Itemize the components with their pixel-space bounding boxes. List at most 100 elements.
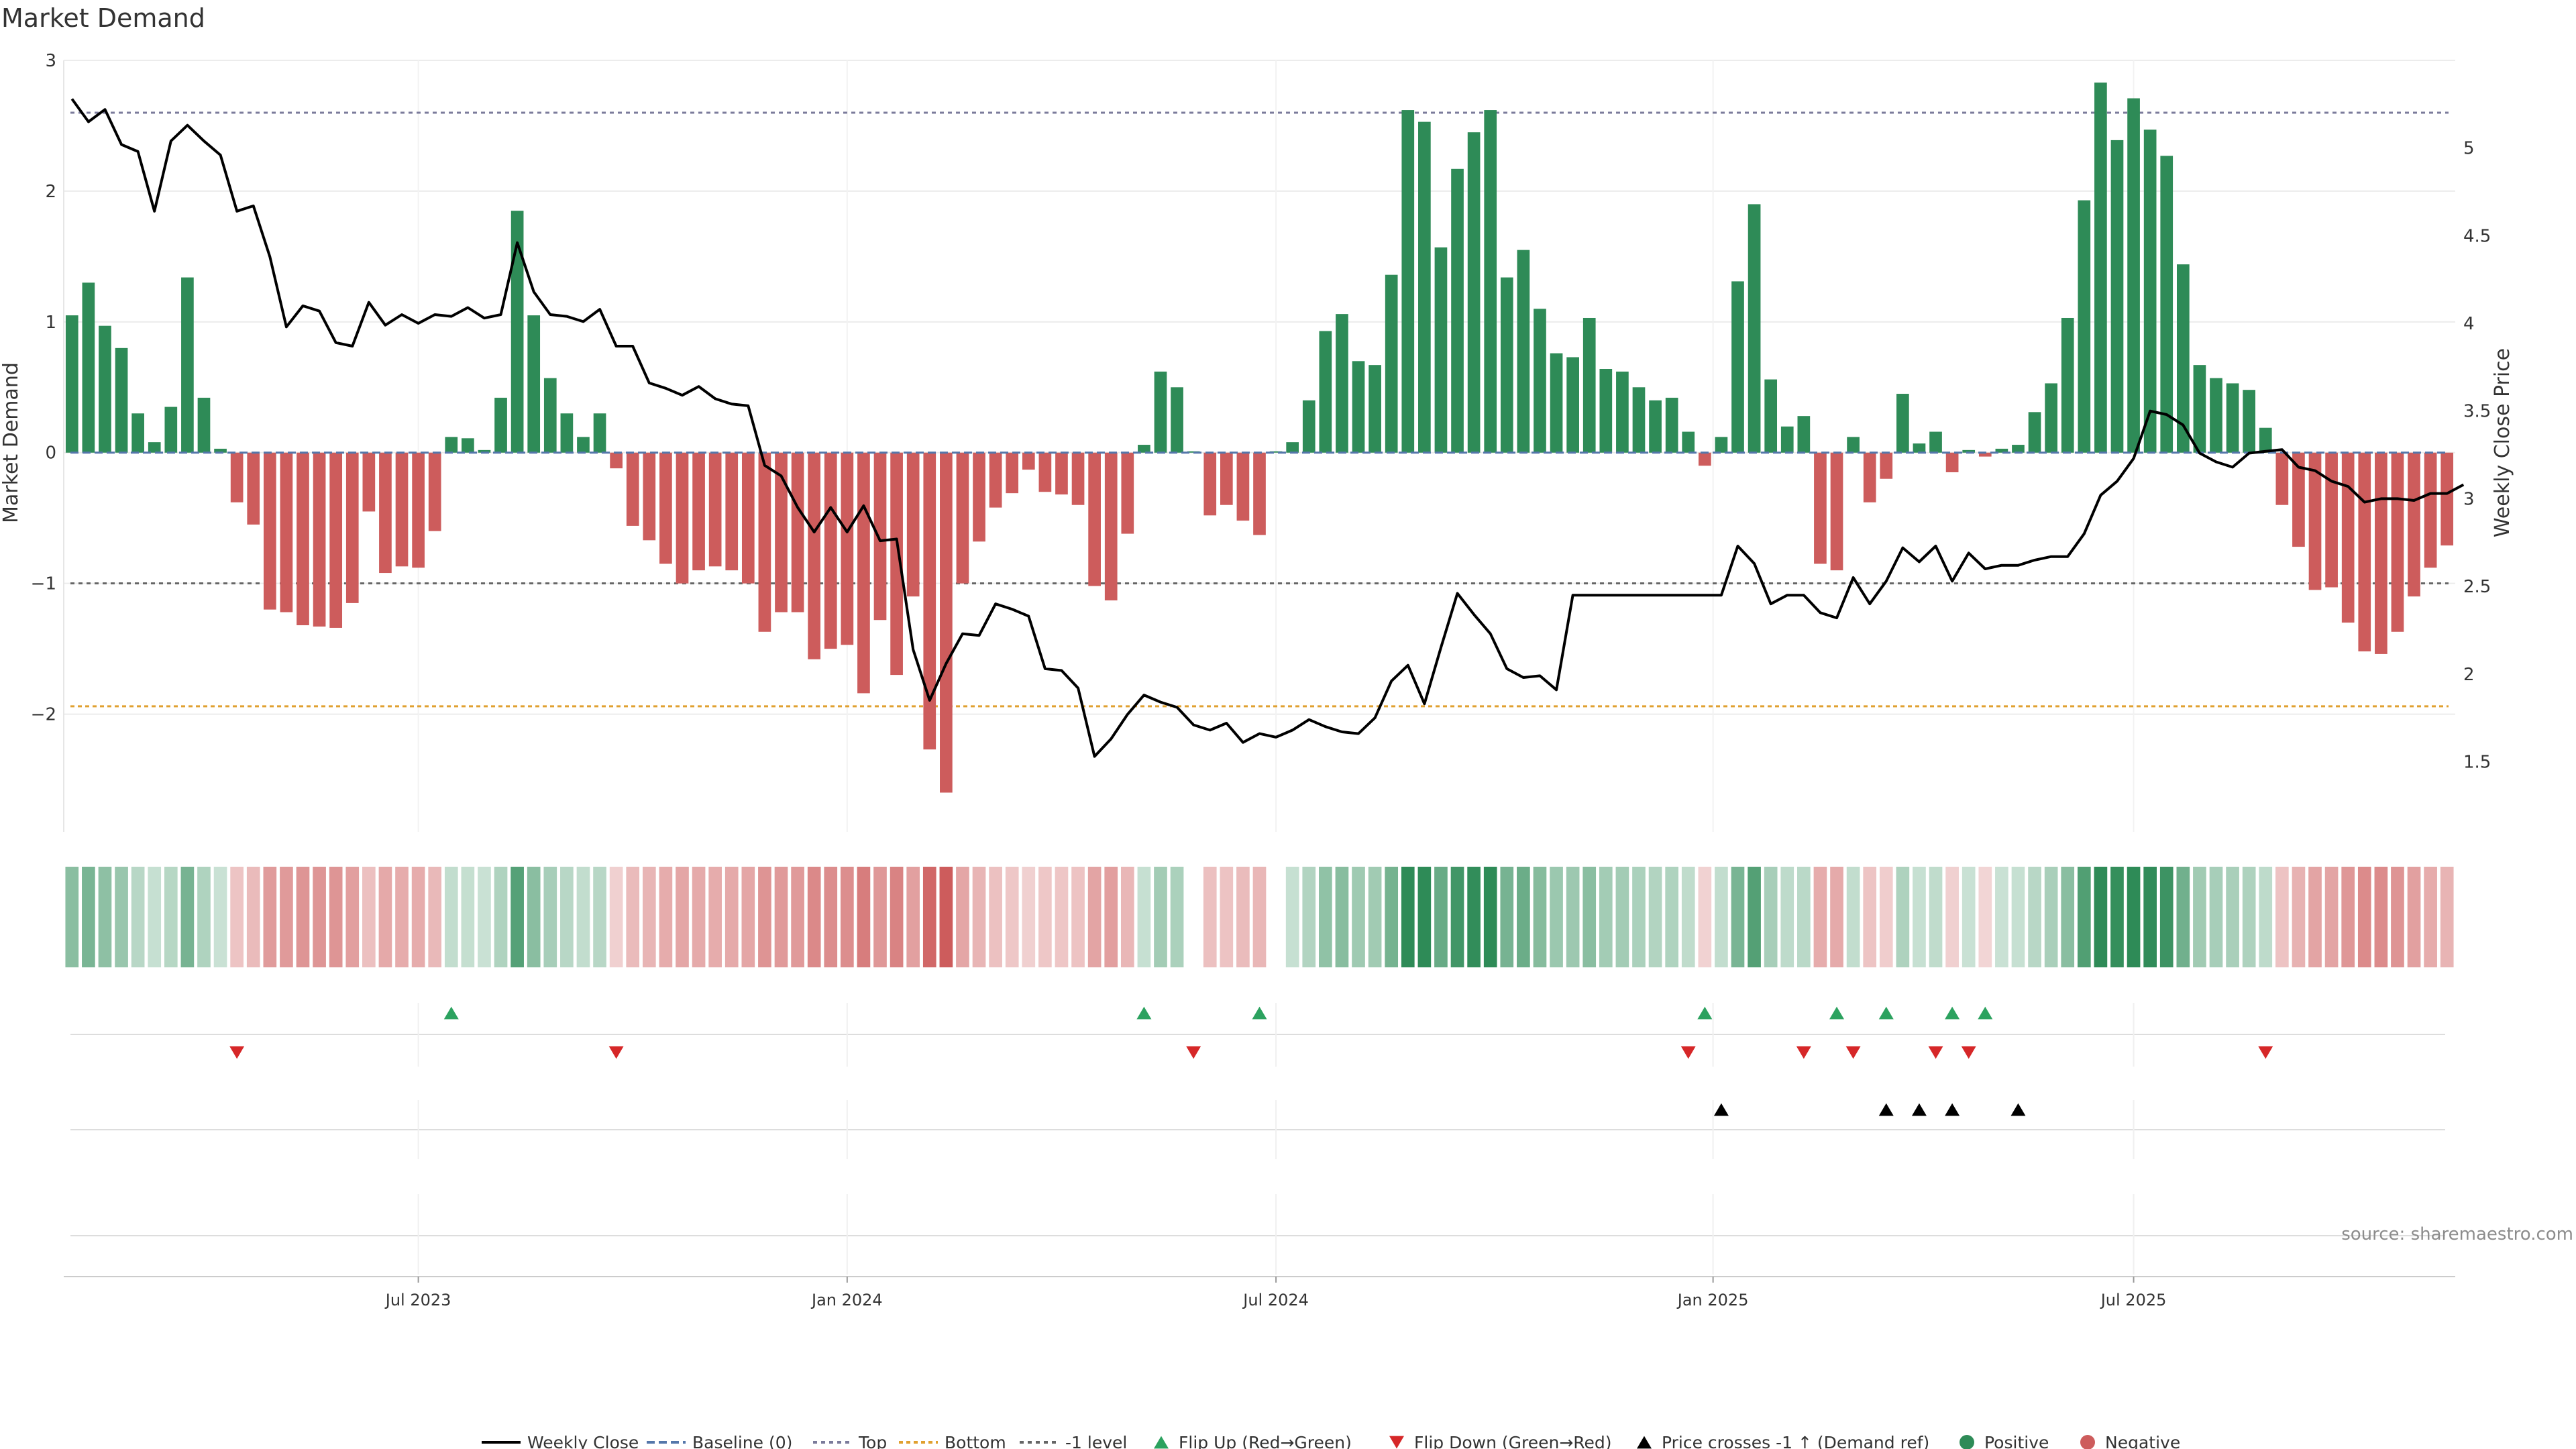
bar-positive [2028, 412, 2041, 453]
bar-positive [1797, 416, 1811, 453]
bar-positive [1962, 449, 1976, 453]
strip-cell [2110, 867, 2124, 967]
bar-negative [1022, 452, 1035, 470]
bar-negative [1880, 452, 1893, 479]
bar-negative [906, 452, 920, 597]
flip-down-marker [1186, 1046, 1201, 1059]
strip-cell [1335, 867, 1349, 967]
x-axis: Jul 2023 Jan 2024 Jul 2024 Jan 2025 Jul 2025 [64, 1276, 2455, 1309]
flip-up-marker [1945, 1006, 1960, 1020]
strip-cell [148, 867, 162, 967]
strip-cell [1285, 867, 1299, 967]
strip-cell [2374, 867, 2388, 967]
strip-cell [1252, 867, 1267, 967]
bar-positive [2061, 317, 2074, 453]
strip-cell [2292, 867, 2306, 967]
strip-cell [1632, 867, 1646, 967]
bar-positive [2110, 140, 2124, 453]
bar-negative [708, 452, 722, 567]
strip-cell [1863, 867, 1877, 967]
legend-label: Flip Up (Red→Green) [1179, 1433, 1352, 1449]
bar-negative [873, 452, 887, 621]
strip-cell [1879, 867, 1893, 967]
y2-tick-label: 2 [2463, 665, 2475, 685]
bar-negative [775, 452, 788, 612]
bar-positive [2012, 445, 2025, 453]
strip-cell [1978, 867, 1992, 967]
bar-negative [610, 452, 623, 469]
strip-cell [1483, 867, 1497, 967]
strip-cell [1698, 867, 1712, 967]
strip-cell [2044, 867, 2058, 967]
flip-down-marker [1845, 1046, 1861, 1059]
strip-cell [1220, 867, 1234, 967]
bar-negative [940, 452, 953, 793]
bar-positive [65, 315, 78, 453]
bar-negative [428, 452, 441, 531]
strip-cell [1648, 867, 1662, 967]
bar-positive [1368, 365, 1381, 453]
strip-cell [213, 867, 227, 967]
strip-cell [543, 867, 557, 967]
strip-cell [2226, 867, 2239, 967]
strip-cell [246, 867, 260, 967]
strip-cell [1517, 867, 1530, 967]
strip-cell [345, 867, 360, 967]
strip-cell [1566, 867, 1580, 967]
bar-positive [543, 378, 557, 453]
strip-cell [494, 867, 508, 967]
bar-positive [1616, 371, 1629, 453]
bar-positive [2226, 383, 2239, 453]
strip-cell [280, 867, 293, 967]
strip-cell [1434, 867, 1448, 967]
bar-positive [1154, 371, 1167, 453]
strip-cell [313, 867, 326, 967]
bar-negative [2275, 452, 2289, 505]
strip-cell [527, 867, 541, 967]
strip-cell [164, 867, 178, 967]
y2-tick-label: 1.5 [2463, 752, 2491, 772]
bar-negative [758, 452, 771, 632]
strip-cell [676, 867, 689, 967]
strip-cell [774, 867, 788, 967]
strip-cell [1500, 867, 1514, 967]
strip-cell [2193, 867, 2206, 967]
strip-cell [1599, 867, 1613, 967]
strip-cell [2391, 867, 2404, 967]
strip-cell [1352, 867, 1365, 967]
strip-cell [1087, 867, 1102, 967]
bar-positive [214, 448, 227, 453]
strip-cell [1929, 867, 1943, 967]
bar-positive [1336, 314, 1348, 453]
bar-negative [1698, 452, 1711, 466]
reference-lines [70, 111, 2449, 708]
strip-cell [1467, 867, 1481, 967]
price-cross-marker [2010, 1103, 2026, 1116]
bar-negative [345, 452, 359, 603]
flip-up-marker [443, 1006, 459, 1020]
strip-cell [2424, 867, 2437, 967]
bar-negative [2292, 452, 2305, 547]
legend-label: Weekly Close [527, 1433, 639, 1449]
bar-negative [824, 452, 837, 649]
legend-label: -1 level [1065, 1433, 1127, 1449]
bar-positive [1171, 387, 1183, 453]
bar-positive [1780, 426, 1794, 453]
bar-positive [2078, 200, 2091, 453]
bar-negative [841, 452, 854, 645]
strip-cell [511, 867, 524, 967]
strip-cell [1846, 867, 1860, 967]
demand-bars [65, 83, 2454, 793]
strip-cell [395, 867, 409, 967]
strip-cell [1715, 867, 1728, 967]
bar-negative [956, 452, 969, 584]
strip-cell [890, 867, 904, 967]
strip-cell [2209, 867, 2223, 967]
bar-positive [1599, 369, 1613, 453]
bar-negative [890, 452, 903, 676]
legend-label: Positive [1984, 1433, 2049, 1449]
strip-cell [1385, 867, 1399, 967]
bar-negative [1006, 452, 1019, 494]
strip-cell [626, 867, 640, 967]
bar-positive [2176, 264, 2190, 453]
